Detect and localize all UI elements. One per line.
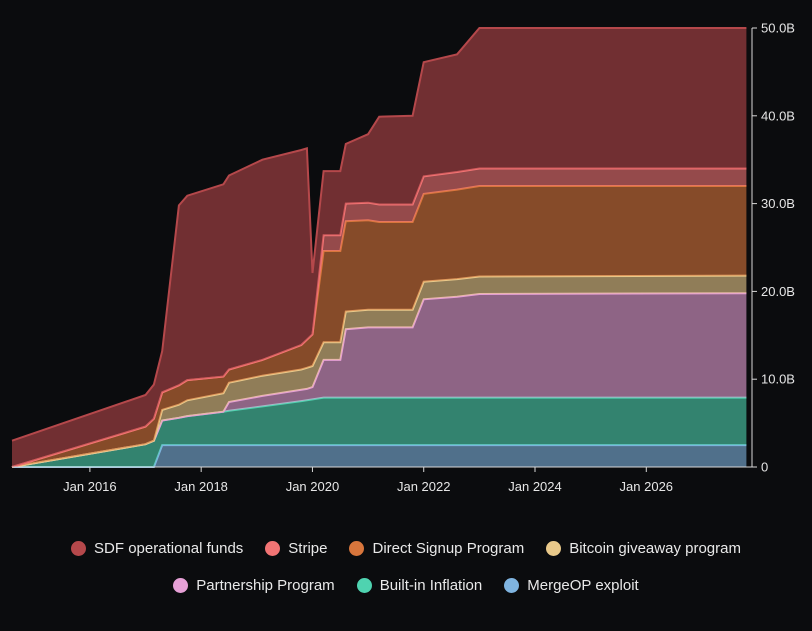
legend-label: Built-in Inflation xyxy=(379,577,483,594)
area-built-in-inflation[interactable] xyxy=(12,397,747,467)
legend-label: Bitcoin giveaway program xyxy=(569,540,741,557)
legend-item-built-in-inflation[interactable]: Built-in Inflation xyxy=(356,577,483,594)
legend-marker xyxy=(173,578,189,593)
legend-label: Direct Signup Program xyxy=(372,540,525,557)
line-sdf-operational-funds xyxy=(11,27,747,442)
legend-item-stripe[interactable]: Stripe xyxy=(265,540,327,557)
legend-marker xyxy=(356,578,372,593)
y-axis: 0 10.0B 20.0B 30.0B 40.0B 50.0B xyxy=(751,21,795,475)
y-tick-label: 40.0B xyxy=(761,108,795,123)
legend-item-partnership-program[interactable]: Partnership Program xyxy=(173,577,335,594)
legend-row-2: Partnership Program Built-in Inflation M… xyxy=(0,577,812,594)
legend-marker xyxy=(546,541,562,556)
legend-item-bitcoin-giveaway-program[interactable]: Bitcoin giveaway program xyxy=(546,540,741,557)
y-tick-label: 0 xyxy=(761,460,768,475)
legend-marker xyxy=(504,578,520,593)
y-tick-label: 20.0B xyxy=(761,284,795,299)
legend-label: Partnership Program xyxy=(196,577,335,594)
legend-marker xyxy=(349,541,365,556)
series-areas xyxy=(11,27,747,468)
x-axis: Jan 2016 Jan 2018 Jan 2020 Jan 2022 Jan 2024… xyxy=(12,466,752,494)
area-direct-signup-program[interactable] xyxy=(12,186,747,467)
x-tick-label: Jan 2020 xyxy=(286,479,340,494)
x-tick-label: Jan 2018 xyxy=(174,479,228,494)
legend-label: SDF operational funds xyxy=(94,540,244,557)
y-tick-label: 10.0B xyxy=(761,372,795,387)
y-tick-label: 30.0B xyxy=(761,196,795,211)
x-tick-label: Jan 2022 xyxy=(397,479,451,494)
area-mergeop-exploit[interactable] xyxy=(12,445,747,467)
y-tick-label: 50.0B xyxy=(761,21,795,36)
area-partnership-program[interactable] xyxy=(12,293,747,467)
legend-marker xyxy=(71,541,87,556)
legend-label: Stripe xyxy=(288,540,328,557)
legend-marker xyxy=(265,541,281,556)
x-tick-label: Jan 2024 xyxy=(508,479,562,494)
legend-row-1: SDF operational funds Stripe Direct Sign… xyxy=(0,540,812,557)
legend-label: MergeOP exploit xyxy=(527,577,639,594)
x-tick-label: Jan 2016 xyxy=(63,479,117,494)
area-sdf-operational-funds[interactable] xyxy=(12,28,747,467)
x-tick-label: Jan 2026 xyxy=(620,479,674,494)
area-bitcoin-giveaway-program[interactable] xyxy=(12,275,747,467)
legend-item-mergeop-exploit[interactable]: MergeOP exploit xyxy=(504,577,639,594)
legend-item-sdf-operational-funds[interactable]: SDF operational funds xyxy=(71,540,243,557)
legend-item-direct-signup-program[interactable]: Direct Signup Program xyxy=(349,540,524,557)
